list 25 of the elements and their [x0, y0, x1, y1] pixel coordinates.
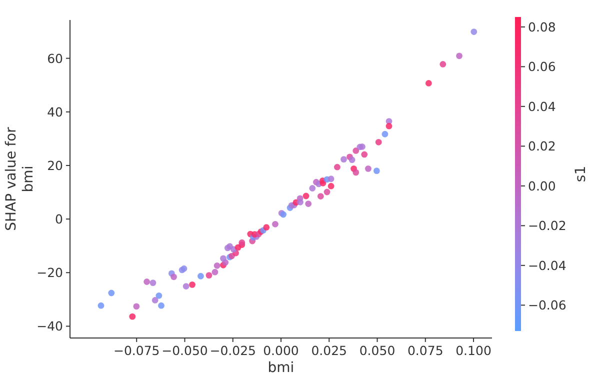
- x-tick-label: −0.050: [162, 343, 208, 358]
- color-bar-title: s1: [573, 166, 589, 182]
- y-tick-label: 0: [55, 212, 64, 227]
- y-axis-title: SHAP value for bmi: [4, 126, 36, 231]
- color-bar-label: −0.02: [528, 218, 566, 234]
- x-axis-title: bmi: [268, 360, 294, 373]
- y-tick-label: −20: [36, 265, 64, 280]
- x-tick-label: 0.025: [311, 343, 348, 358]
- color-bar-label: 0.04: [528, 98, 556, 114]
- color-bar-label: 0.02: [528, 138, 556, 154]
- y-tick-label: 40: [47, 104, 64, 120]
- x-tick-label: 0.075: [407, 343, 444, 358]
- x-tick-label: 0.000: [263, 343, 299, 358]
- y-tick-label: −40: [36, 318, 64, 334]
- color-bar-label: −0.04: [528, 258, 566, 273]
- y-tick-label: 60: [47, 50, 64, 66]
- x-tick-label: −0.075: [113, 343, 160, 358]
- y-tick-label: 20: [47, 158, 64, 173]
- x-tick-label: 0.050: [359, 343, 396, 358]
- color-bar-label: 0.08: [528, 19, 556, 34]
- color-bar-label: 0.06: [528, 59, 556, 74]
- color-bar-label: 0.00: [528, 178, 556, 194]
- color-bar-label: −0.06: [528, 298, 566, 313]
- x-tick-label: 0.100: [456, 343, 492, 358]
- x-tick-label: −0.025: [210, 343, 256, 358]
